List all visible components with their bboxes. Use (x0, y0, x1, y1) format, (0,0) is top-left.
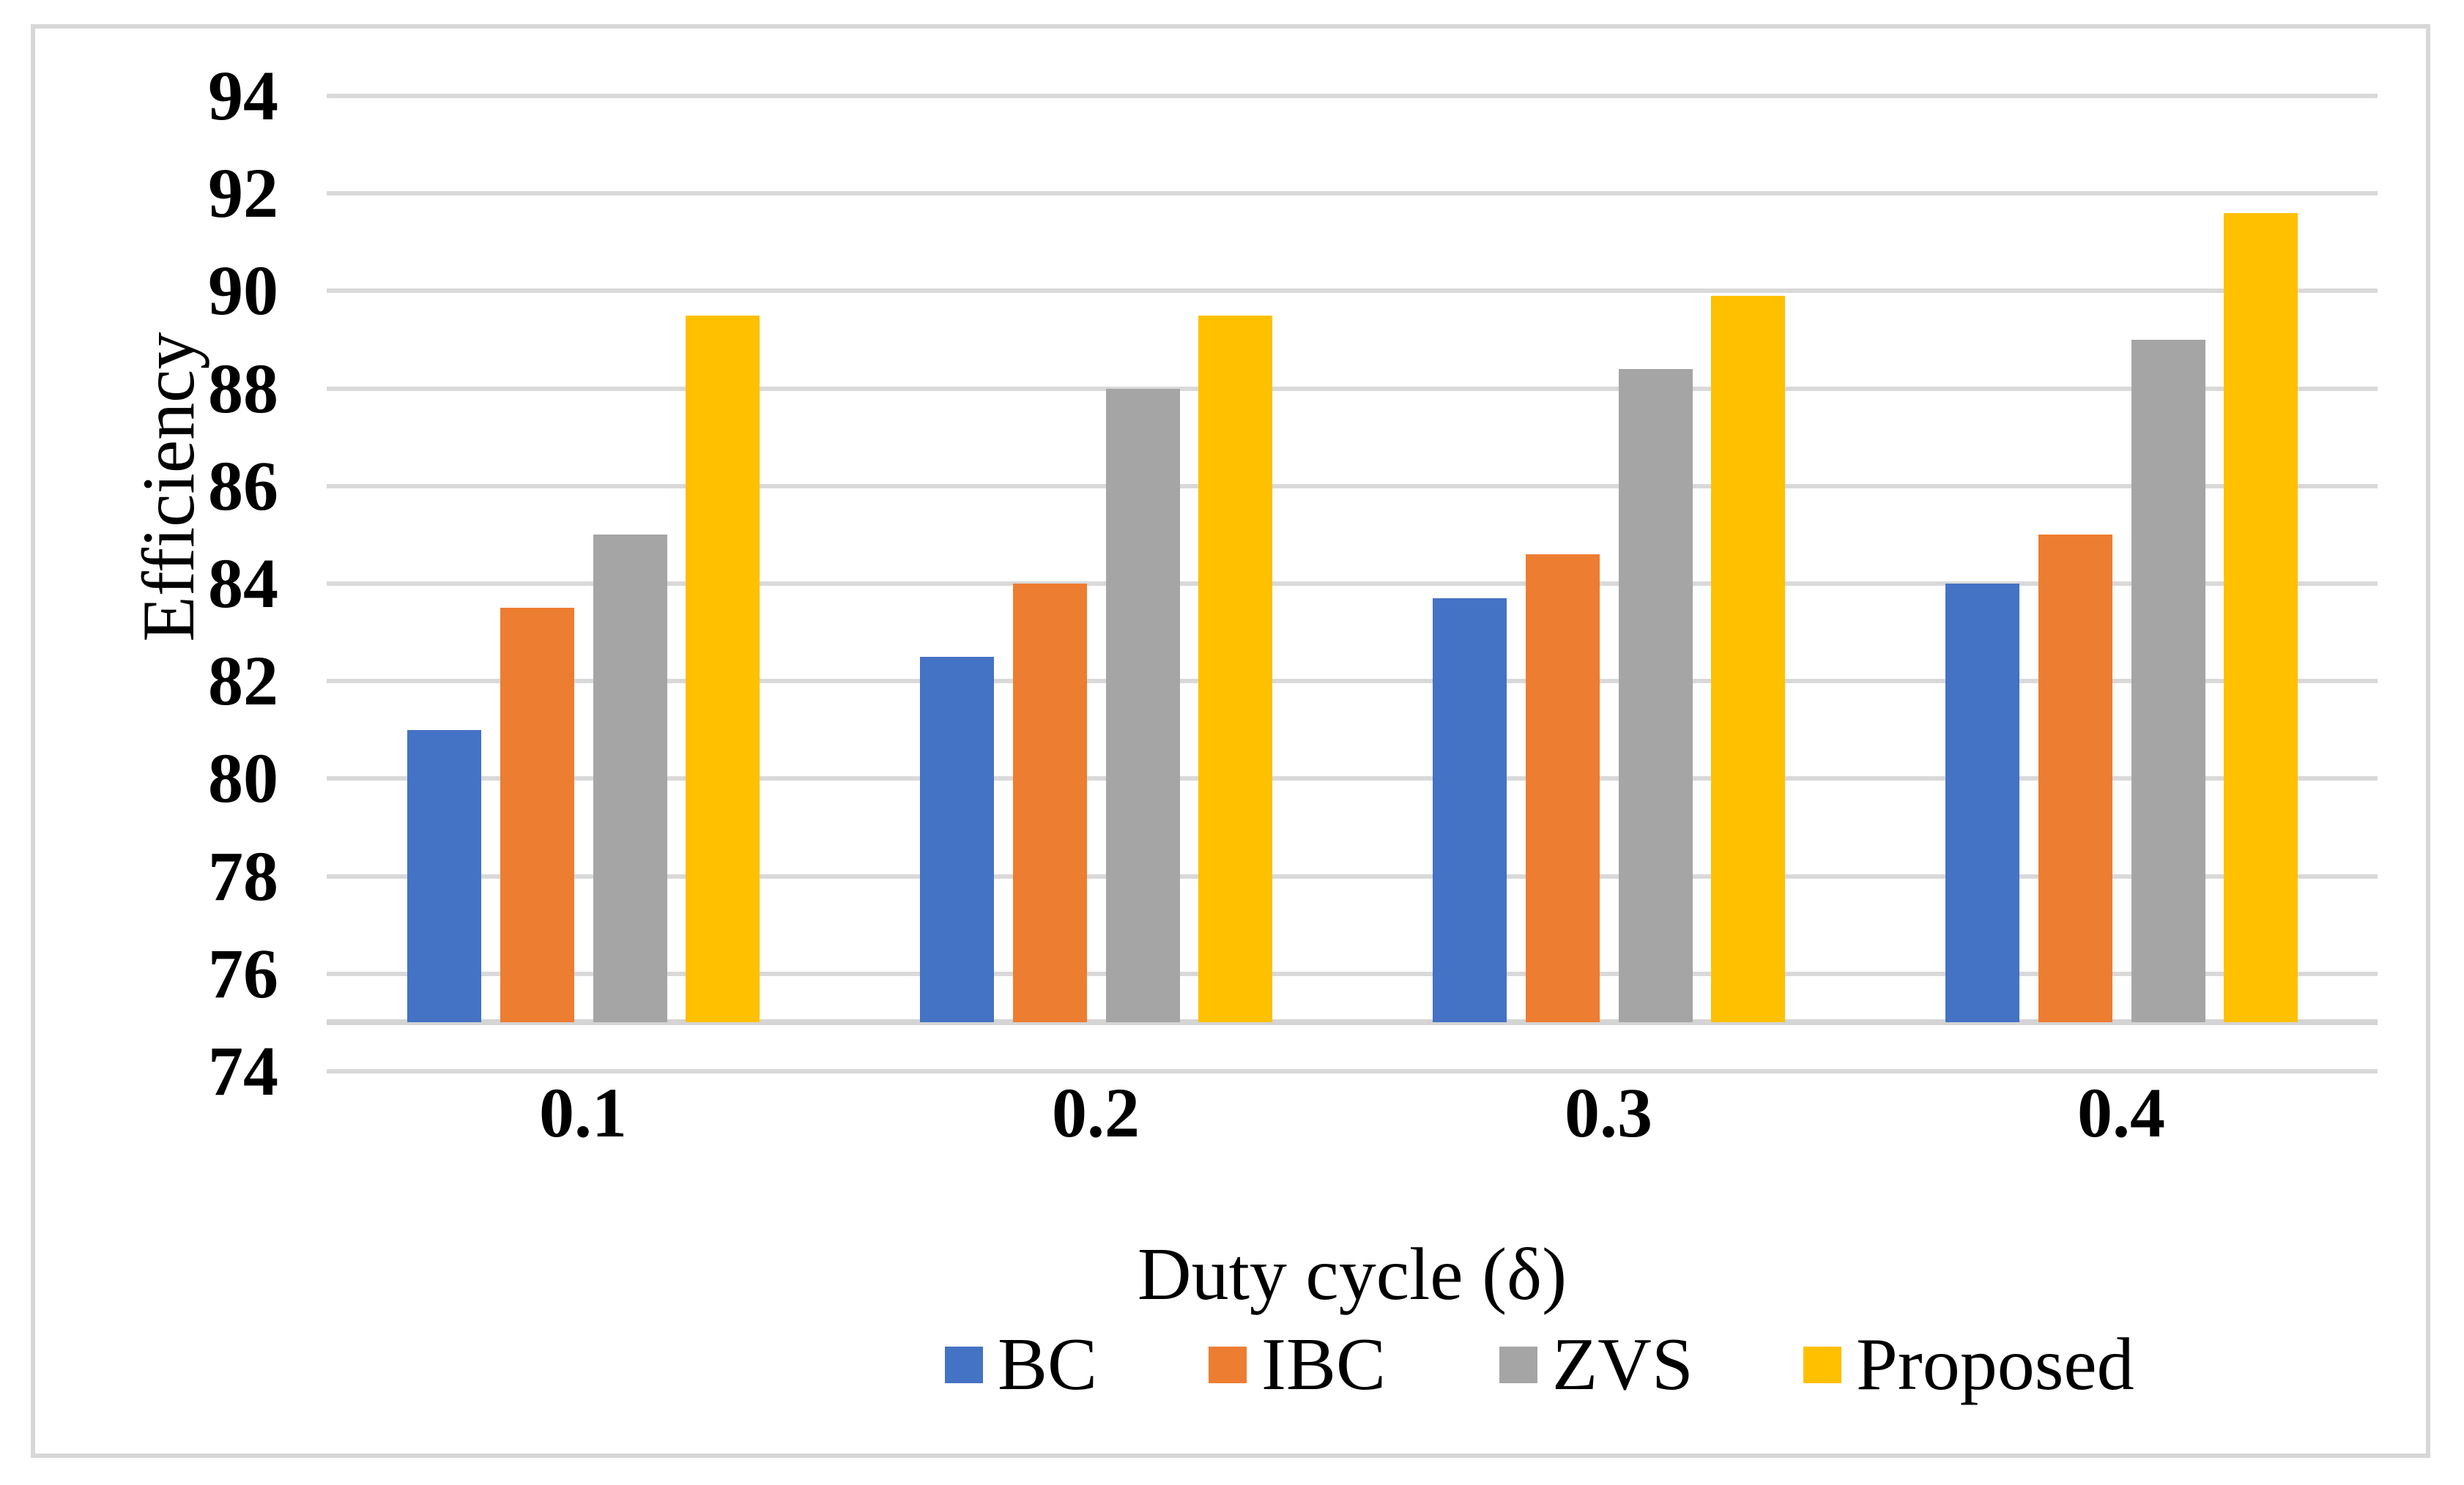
gridline-82 (327, 679, 2378, 684)
category-axis-line (327, 1019, 2378, 1026)
gridline-74 (327, 1069, 2378, 1073)
y-tick-label-88: 88 (208, 349, 278, 428)
x-axis-title: Duty cycle (δ) (1137, 1233, 1567, 1316)
bar-ibc-0.3 (1525, 554, 1600, 1023)
y-tick-label-80: 80 (208, 739, 278, 818)
bar-ibc-0.4 (2038, 535, 2112, 1023)
figure-border (31, 24, 2430, 1458)
x-tick-label-0.2: 0.2 (1052, 1073, 1140, 1152)
gridline-78 (327, 874, 2378, 879)
y-tick-label-74: 74 (208, 1032, 278, 1110)
gridline-86 (327, 483, 2378, 488)
x-tick-label-0.1: 0.1 (539, 1073, 627, 1152)
gridline-90 (327, 289, 2378, 294)
bar-bc-0.1 (407, 729, 481, 1023)
gridline-84 (327, 581, 2378, 586)
y-tick-label-92: 92 (208, 154, 278, 233)
bar-proposed-0.2 (1198, 315, 1272, 1023)
bar-bc-0.4 (1945, 584, 2019, 1023)
y-tick-label-90: 90 (208, 251, 278, 330)
y-tick-label-84: 84 (208, 544, 278, 622)
bar-proposed-0.4 (2223, 212, 2298, 1023)
bar-zvs-0.1 (593, 535, 667, 1023)
bar-proposed-0.1 (685, 315, 760, 1023)
y-tick-label-86: 86 (208, 446, 278, 525)
y-tick-label-76: 76 (208, 934, 278, 1013)
x-tick-label-0.4: 0.4 (2077, 1073, 2165, 1152)
bar-zvs-0.4 (2131, 340, 2205, 1023)
gridline-80 (327, 776, 2378, 781)
bar-bc-0.2 (919, 656, 994, 1023)
y-tick-label-78: 78 (208, 836, 278, 915)
gridline-92 (327, 191, 2378, 196)
bar-zvs-0.3 (1618, 368, 1693, 1023)
gridline-76 (327, 971, 2378, 976)
bar-zvs-0.2 (1105, 388, 1180, 1023)
bar-bc-0.3 (1432, 598, 1507, 1023)
bar-proposed-0.3 (1710, 296, 1785, 1023)
x-tick-label-0.3: 0.3 (1565, 1073, 1652, 1152)
bar-ibc-0.1 (500, 608, 574, 1023)
gridline-88 (327, 386, 2378, 391)
y-tick-label-82: 82 (208, 641, 278, 721)
bar-ibc-0.2 (1012, 584, 1087, 1023)
plot-area (327, 94, 2378, 1073)
gridline-94 (327, 94, 2378, 98)
y-tick-label-94: 94 (208, 56, 278, 135)
